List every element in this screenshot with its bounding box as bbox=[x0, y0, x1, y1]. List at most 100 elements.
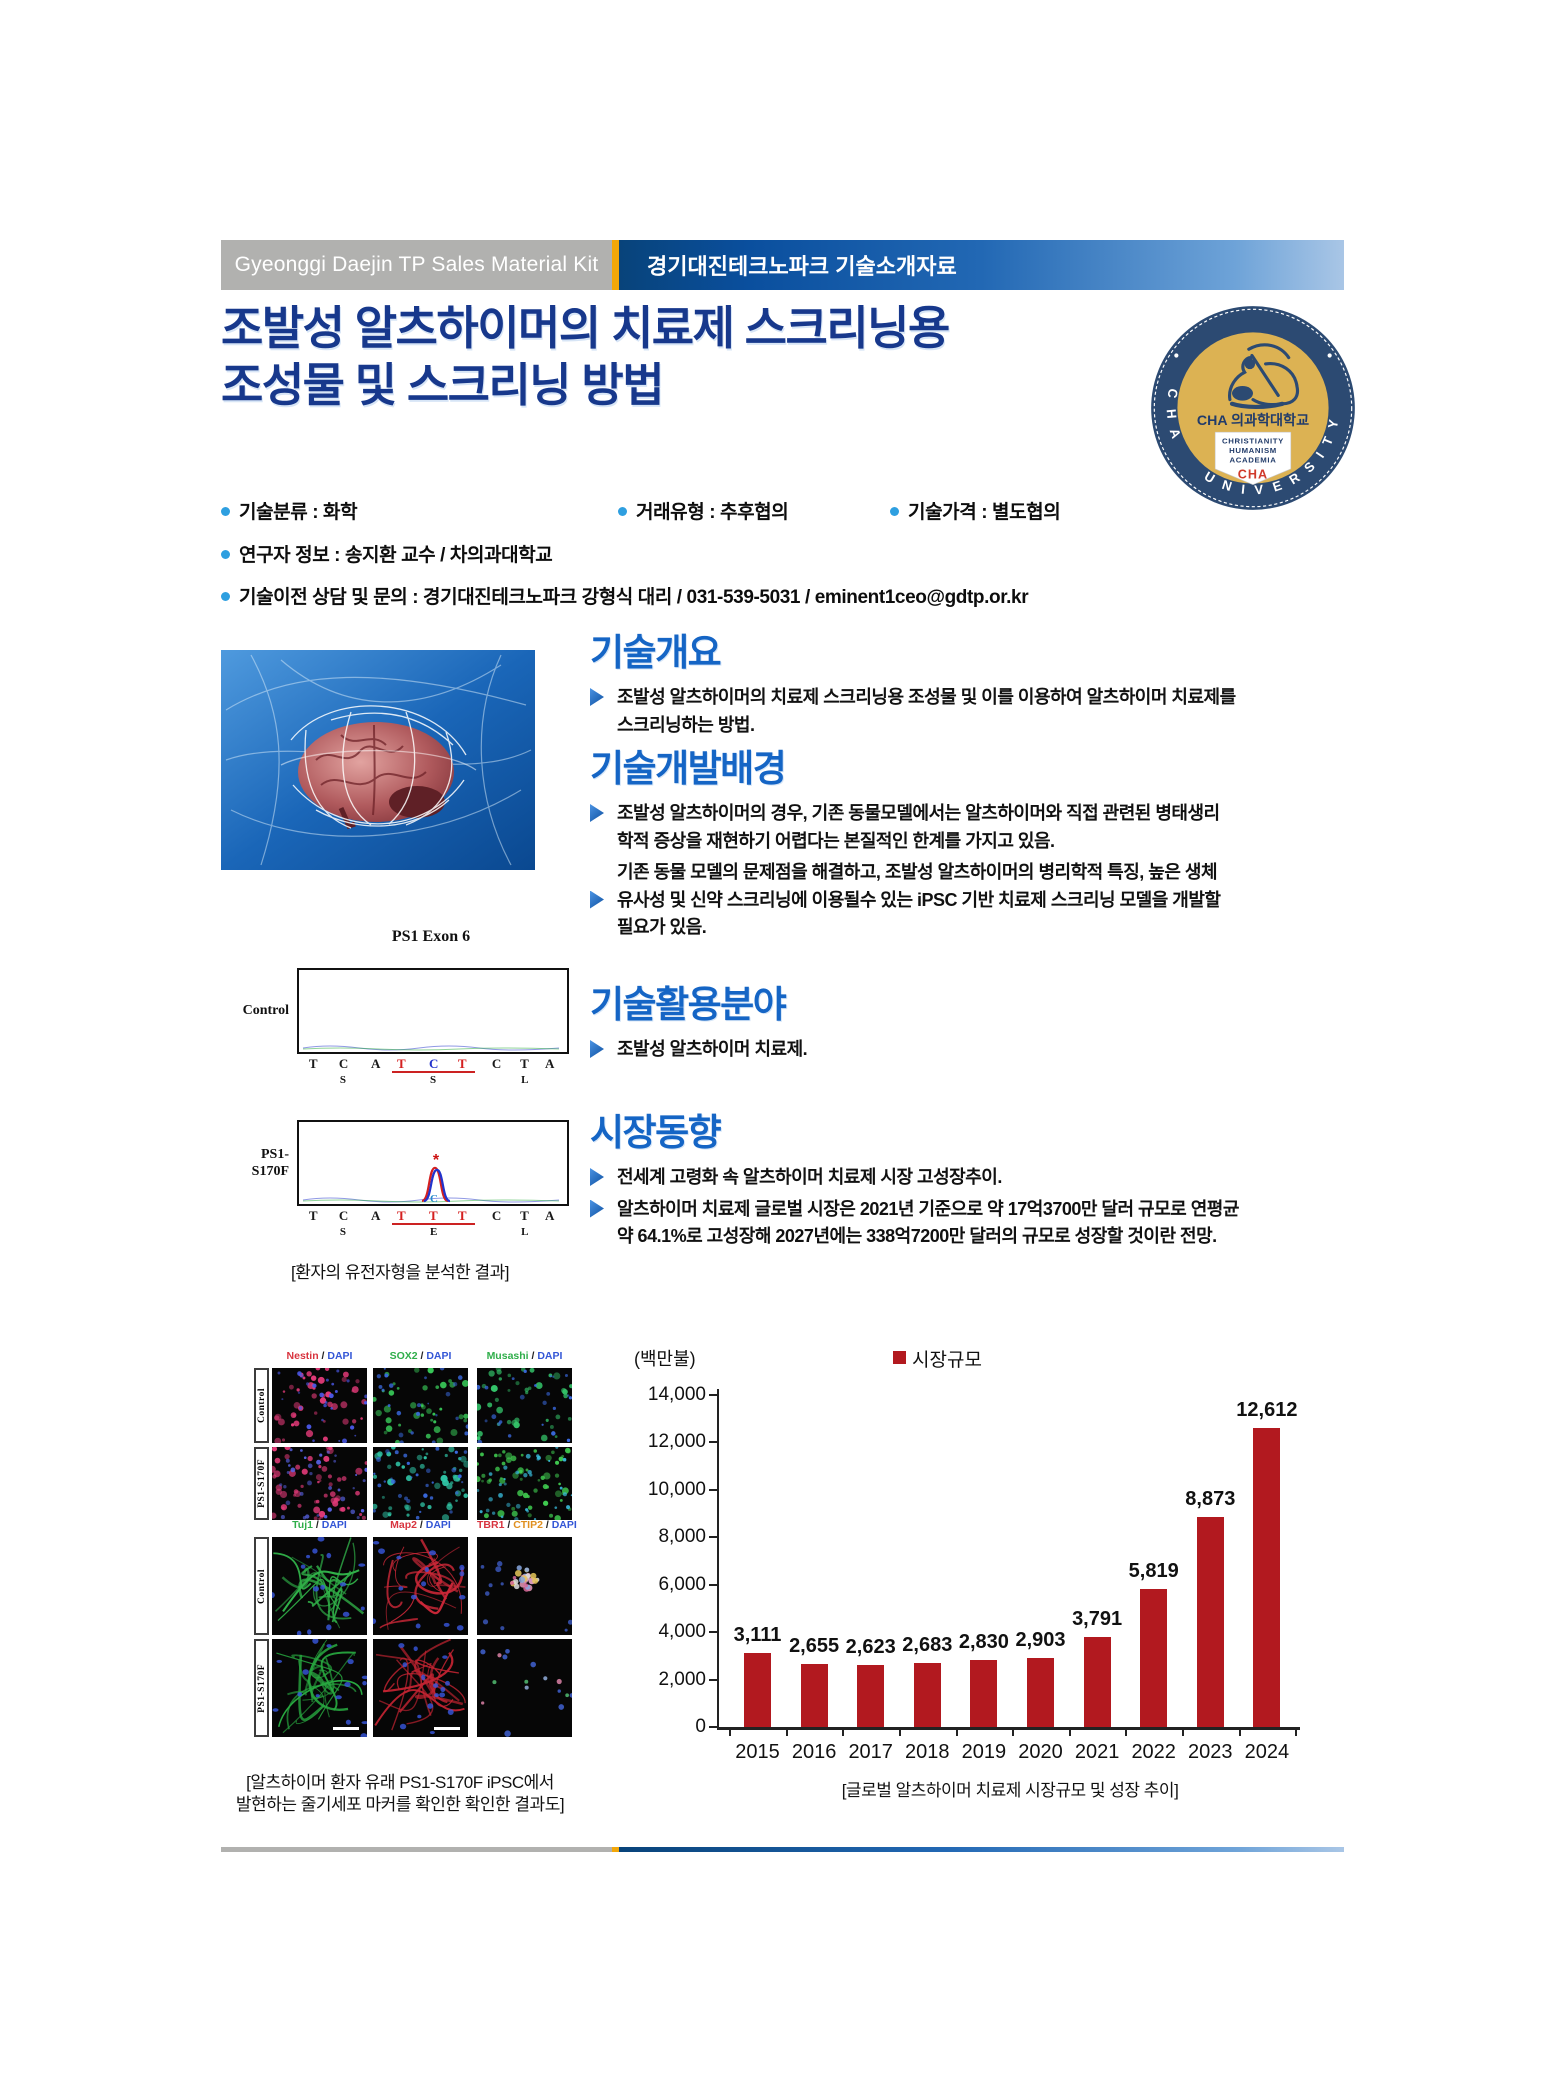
x-axis-category-label: 2024 bbox=[1244, 1741, 1290, 1763]
svg-text:C H A: C H A bbox=[1164, 388, 1186, 445]
bar-value-label: 2,655 bbox=[789, 1635, 840, 1658]
y-axis-line bbox=[717, 1389, 719, 1729]
chromatogram-base-letter: T bbox=[397, 1056, 406, 1071]
meta-item: 기술이전 상담 및 문의 : 경기대진테크노파크 강형식 대리 / 031-53… bbox=[221, 582, 1029, 609]
chromatogram-base-letter: A bbox=[371, 1208, 381, 1223]
seal-archer-emblem bbox=[1228, 343, 1300, 410]
x-axis-line bbox=[717, 1727, 1300, 1730]
bar bbox=[857, 1664, 885, 1727]
chromatogram-base-letter: C bbox=[491, 1208, 502, 1223]
x-axis-tick bbox=[1295, 1729, 1298, 1736]
microscopy-tile bbox=[477, 1639, 572, 1737]
chromatogram-panel bbox=[297, 968, 569, 1054]
microscopy-tile bbox=[272, 1368, 367, 1443]
x-axis-category-label: 2020 bbox=[1018, 1741, 1063, 1763]
bar-value-label: 3,111 bbox=[733, 1624, 782, 1647]
chromatogram-sub-letter: E bbox=[429, 1226, 438, 1238]
y-axis-tick bbox=[709, 1678, 717, 1681]
y-axis-tick-label: 14,000 bbox=[647, 1384, 706, 1405]
chromatogram-base-letter: T bbox=[520, 1056, 529, 1071]
chromatogram-base-letter: T bbox=[397, 1208, 406, 1223]
section-heading-overview: 기술개요 bbox=[590, 632, 722, 673]
microscopy-tile bbox=[373, 1447, 468, 1520]
y-axis-tick bbox=[709, 1536, 717, 1539]
bar-value-label: 2,683 bbox=[902, 1634, 953, 1657]
bullet-line: 전세계 고령화 속 알츠하이머 치료제 시장 고성장추이. bbox=[617, 1167, 1002, 1187]
x-axis-category-label: 2017 bbox=[848, 1741, 893, 1763]
bar-value-label: 5,819 bbox=[1128, 1560, 1179, 1582]
microscopy-tile bbox=[477, 1537, 572, 1635]
microscopy-tile bbox=[477, 1368, 572, 1443]
y-axis-tick-label: 12,000 bbox=[647, 1431, 706, 1453]
chromatogram-sub-letter: L bbox=[521, 1226, 529, 1238]
chromatogram-base-letter: A bbox=[544, 1056, 555, 1071]
bullet-line: 알츠하이머 치료제 글로벌 시장은 2021년 기준으로 약 17억3700만 … bbox=[617, 1198, 1239, 1219]
bullet-line: 조발성 알츠하이머의 치료제 스크리닝용 조성물 및 이를 이용하여 알츠하이머… bbox=[617, 687, 1236, 707]
x-axis-tick bbox=[1182, 1729, 1184, 1736]
seal-shield-line1: CHRISTIANITY bbox=[1222, 437, 1284, 446]
bar-value-label: 2,903 bbox=[1015, 1629, 1066, 1652]
bullet-dot-icon bbox=[618, 507, 627, 516]
meta-item: 연구자 정보 : 송지환 교수 / 차의과대학교 bbox=[221, 540, 553, 567]
y-axis-tick bbox=[709, 1394, 717, 1396]
footer-rule-gold bbox=[612, 1847, 619, 1852]
chromatogram-sub-letter: L bbox=[521, 1074, 529, 1086]
section-bullets: 전세계 고령화 속 알츠하이머 치료제 시장 고성장추이. 알츠하이머 치료제 글… bbox=[590, 1154, 1358, 1251]
legend-label: 시장규모 bbox=[912, 1350, 982, 1371]
brain-figure-image bbox=[221, 650, 535, 870]
header-doc-label: 경기대진테크노파크 기술소개자료 bbox=[647, 254, 957, 279]
microscopy-tile bbox=[373, 1639, 468, 1737]
bullet-item: 조발성 알츠하이머의 치료제 스크리닝용 조성물 및 이를 이용하여 알츠하이머… bbox=[590, 684, 1358, 739]
footer-rule-gray bbox=[221, 1847, 612, 1852]
microscopy-column-header: TBR1 / CTIP2 / DAPI bbox=[477, 1519, 577, 1531]
bullet-line: 조발성 알츠하이머 치료제. bbox=[617, 1039, 808, 1059]
seal-shield-cha-logo: CHA bbox=[1238, 467, 1268, 481]
chromatogram-underline bbox=[392, 1071, 475, 1073]
seal-shield bbox=[1214, 431, 1292, 485]
chromatogram-panel: * bbox=[297, 1120, 569, 1206]
bullet-dot-icon bbox=[890, 507, 899, 516]
bar-value-label: 8,873 bbox=[1185, 1487, 1236, 1510]
header-kit-banner: Gyeonggi Daejin TP Sales Material Kit bbox=[221, 240, 612, 290]
seal-shield-line3: ACADEMIA bbox=[1230, 456, 1277, 465]
y-axis-tick bbox=[709, 1631, 717, 1634]
bullet-item: 전세계 고령화 속 알츠하이머 치료제 시장 고성장추이. bbox=[590, 1164, 1358, 1192]
bar bbox=[800, 1664, 828, 1727]
bar bbox=[744, 1653, 771, 1727]
microscopy-tile bbox=[272, 1639, 367, 1737]
bar bbox=[970, 1659, 998, 1727]
chromatogram-underline bbox=[392, 1223, 475, 1225]
bar bbox=[1196, 1516, 1224, 1727]
chromatogram-base-letter: A bbox=[371, 1056, 381, 1071]
x-axis-category-label: 2023 bbox=[1188, 1741, 1233, 1763]
meta-item-text: 기술분류 : 화학 bbox=[239, 502, 358, 523]
seal-ring-text-cha: C H A bbox=[1164, 388, 1182, 445]
page-title-line2: 조성물 및 스크리닝 방법 bbox=[221, 359, 665, 411]
chart-unit-label: (백만불) bbox=[634, 1349, 696, 1369]
microscopy-tile bbox=[272, 1537, 367, 1635]
y-axis-tick-label: 8,000 bbox=[658, 1526, 706, 1548]
bullet-line: 스크리닝하는 방법. bbox=[617, 714, 755, 735]
x-axis-category-label: 2015 bbox=[735, 1741, 780, 1763]
microscopy-tile bbox=[477, 1447, 572, 1520]
cha-university-seal: C H A U N I V E R S I T Y CHA 의과학대학교 CHR… bbox=[1151, 306, 1355, 510]
x-axis-category-label: 2016 bbox=[791, 1741, 837, 1763]
section-heading-market: 시장동향 bbox=[590, 1112, 722, 1153]
chromatogram-base-letter: C bbox=[338, 1208, 349, 1223]
chromatogram-sub-letter: S bbox=[339, 1074, 347, 1086]
y-axis-tick bbox=[709, 1583, 717, 1586]
meta-item: 기술가격 : 별도협의 bbox=[890, 497, 1061, 524]
bar-value-label: 12,612 bbox=[1236, 1398, 1298, 1421]
bullet-line: 기존 동물 모델의 문제점을 해결하고, 조발성 알츠하이머의 병리학적 특징,… bbox=[617, 862, 1218, 882]
bullet-dot-icon bbox=[221, 550, 230, 559]
microscopy-tile bbox=[373, 1537, 468, 1635]
svg-text:*: * bbox=[433, 1152, 440, 1169]
microscopy-column-header: Musashi / DAPI bbox=[486, 1350, 563, 1362]
bar bbox=[1140, 1589, 1168, 1727]
y-axis-tick-label: 2,000 bbox=[658, 1668, 706, 1690]
bullet-dot-icon bbox=[221, 507, 230, 516]
chromatogram-caption: [환자의 유전자형을 분석한 결과] bbox=[291, 1263, 509, 1282]
bullet-triangle-icon bbox=[590, 688, 604, 706]
